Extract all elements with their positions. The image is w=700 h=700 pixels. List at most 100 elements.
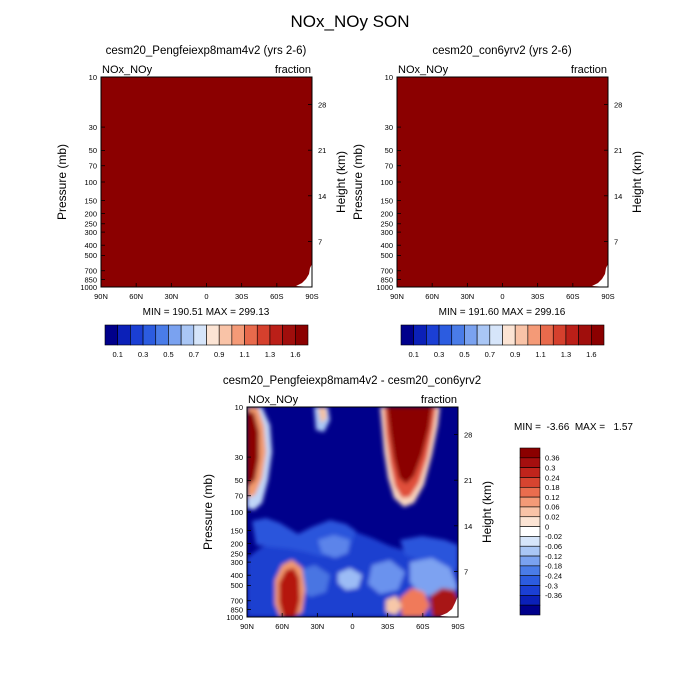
colorbar-label: -0.02	[545, 532, 562, 541]
ytick-label: 1000	[376, 283, 393, 292]
contour-light-blue-patch-4	[410, 558, 458, 598]
colorbar-box	[269, 324, 283, 346]
colorbar-label: 0.9	[510, 350, 520, 359]
ytick-label: 1000	[80, 283, 97, 292]
ytick-label: 50	[385, 146, 393, 155]
xtick-label: 60S	[270, 292, 283, 301]
xtick-label: 30N	[460, 292, 474, 301]
xtick-label: 90N	[390, 292, 404, 301]
xtick-label: 30S	[531, 292, 544, 301]
colorbar-label: -0.36	[545, 591, 562, 600]
colorbar-label: 1.6	[586, 350, 596, 359]
rtick-label: 21	[318, 146, 326, 155]
ytick-label: 500	[380, 251, 393, 260]
panel-3-ylabel: Pressure (mb)	[201, 474, 215, 550]
panel-1-field	[101, 77, 312, 287]
colorbar-label: 0.02	[545, 513, 560, 522]
contour-red-cell-30s-core	[387, 407, 432, 484]
ytick-label: 70	[235, 492, 243, 501]
colorbar-label: 0.3	[138, 350, 148, 359]
colorbar-box	[519, 555, 541, 567]
panel-2-ylabel: Pressure (mb)	[351, 144, 365, 220]
ytick-label: 30	[385, 123, 393, 132]
colorbar-label: 0.24	[545, 473, 560, 482]
rtick-label: 28	[464, 431, 472, 440]
contour-lighter-blue-patch	[338, 568, 362, 590]
colorbar-box	[180, 324, 195, 346]
colorbar-box	[519, 585, 541, 596]
xtick-label: 30N	[310, 622, 324, 631]
xtick-label: 90S	[305, 292, 318, 301]
panel-1-white-corner	[296, 264, 312, 287]
colorbar-box	[400, 324, 414, 346]
contour-light-blue-patch-3	[368, 560, 405, 594]
xtick-label: 90N	[94, 292, 108, 301]
colorbar-box	[519, 526, 541, 537]
colorbar-box	[295, 324, 309, 346]
xtick-label: 0	[350, 622, 354, 631]
rtick-label: 21	[464, 476, 472, 485]
ytick-label: 850	[230, 605, 243, 614]
panel-2-stats: MIN = 191.60 MAX = 299.16	[439, 307, 566, 318]
colorbar-box	[519, 477, 541, 488]
colorbar-label: 1.3	[265, 350, 275, 359]
panel-2-field	[397, 77, 608, 287]
xtick-label: 90N	[240, 622, 254, 631]
colorbar-box	[540, 324, 554, 346]
ytick-label: 700	[230, 597, 243, 606]
colorbar-box	[155, 324, 169, 346]
colorbar-box	[519, 575, 541, 586]
ytick-label: 250	[230, 550, 243, 559]
colorbar-label: 0.1	[112, 350, 122, 359]
colorbar-box	[218, 324, 233, 346]
contour-red-patch-60s	[400, 588, 430, 617]
panel-1-right-label: fraction	[275, 64, 311, 76]
colorbar-label: 0.7	[189, 350, 199, 359]
colorbar-box	[206, 324, 220, 346]
colorbar-box	[519, 447, 541, 459]
panel-1-ylabel: Pressure (mb)	[55, 144, 69, 220]
ytick-label: 30	[89, 123, 97, 132]
ytick-label: 300	[230, 558, 243, 567]
xtick-label: 30N	[164, 292, 178, 301]
colorbar-label: 0.06	[545, 503, 560, 512]
ytick-label: 150	[230, 526, 243, 535]
colorbar-box	[565, 324, 579, 346]
panel-2-title: cesm20_con6yrv2 (yrs 2-6)	[432, 45, 571, 57]
panel-1-title: cesm20_Pengfeiexp8mam4v2 (yrs 2-6)	[106, 45, 307, 57]
colorbar-label: -0.12	[545, 552, 562, 561]
xtick-label: 0	[204, 292, 208, 301]
panel-2-left-label: NOx_NOy	[398, 64, 449, 76]
xtick-label: 60N	[425, 292, 439, 301]
colorbar-box	[527, 324, 541, 346]
contour-band-right-patch	[400, 536, 458, 570]
colorbar-label: 1.6	[290, 350, 300, 359]
colorbar-box	[476, 324, 491, 346]
ytick-label: 10	[89, 73, 97, 82]
rtick-label: 21	[614, 146, 622, 155]
panel-2-right-label: fraction	[571, 64, 607, 76]
colorbar-box	[104, 324, 118, 346]
colorbar-box	[451, 324, 465, 346]
ytick-label: 70	[385, 162, 393, 171]
xtick-label: 90S	[601, 292, 614, 301]
colorbar-box	[519, 486, 541, 498]
colorbar-box	[502, 324, 516, 346]
ytick-label: 50	[235, 476, 243, 485]
contour-red-cell-55n-core	[279, 568, 300, 617]
colorbar-box	[244, 324, 258, 346]
colorbar-label: -0.18	[545, 562, 562, 571]
ytick-label: 50	[89, 146, 97, 155]
colorbar-box	[519, 496, 541, 508]
colorbar-box	[519, 457, 541, 468]
panel-2: cesm20_con6yrv2 (yrs 2-6) NOx_NOy fracti…	[351, 45, 644, 359]
colorbar-label: 0.3	[545, 463, 555, 472]
ytick-label: 10	[385, 73, 393, 82]
ytick-label: 700	[380, 267, 393, 276]
colorbar-label: 0.5	[459, 350, 469, 359]
colorbar-box	[519, 467, 541, 478]
colorbar-box	[514, 324, 529, 346]
panel-3-white-corner	[440, 596, 458, 617]
colorbar-box	[519, 565, 541, 577]
